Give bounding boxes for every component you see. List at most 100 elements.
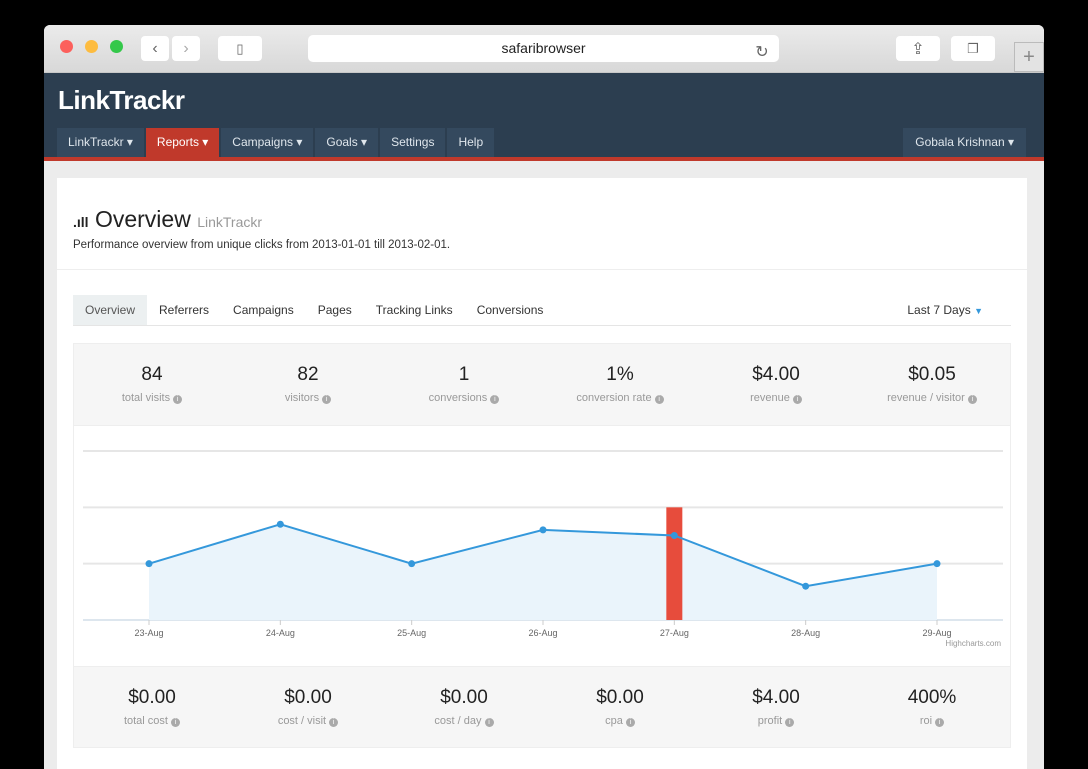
- stat-label: profit i: [698, 715, 854, 727]
- stat-visitors: 82 visitors i: [230, 344, 386, 425]
- point-23-Aug: [145, 560, 153, 568]
- share-icon[interactable]: ⇪: [896, 36, 940, 61]
- stat-value: $0.05: [908, 364, 956, 385]
- stat-value: 400%: [907, 687, 957, 708]
- area-fill: [149, 524, 937, 620]
- stat-revenue-visitor: $0.05 revenue / visitor i: [854, 344, 1010, 425]
- x-tick-label: 29-Aug: [922, 628, 951, 638]
- stat-label-text: cost / day: [434, 715, 482, 727]
- stat-value: 1%: [606, 364, 634, 385]
- stat-label: visitors i: [230, 392, 386, 404]
- stat-label: cpa i: [542, 715, 698, 727]
- nav-item-0[interactable]: LinkTrackr ▾: [57, 128, 144, 157]
- stat-label-text: cpa: [605, 715, 623, 727]
- stat-label: total cost i: [74, 715, 230, 727]
- nav-item-5[interactable]: Help: [447, 128, 495, 157]
- stat-label-text: total visits: [121, 392, 171, 404]
- minimize-icon[interactable]: [85, 40, 98, 53]
- user-menu[interactable]: Gobala Krishnan ▾: [903, 128, 1026, 157]
- report-tabs: Overview Referrers Campaigns Pages Tracking …: [73, 295, 1011, 326]
- stat-label-text: cost / visit: [277, 715, 327, 727]
- stat-revenue: $4.00 revenue i: [698, 344, 854, 425]
- point-24-Aug: [276, 520, 284, 528]
- sidebar-icon[interactable]: ▯: [218, 36, 262, 61]
- nav-item-2[interactable]: Campaigns ▾: [221, 128, 314, 157]
- close-icon[interactable]: [60, 40, 73, 53]
- browser-toolbar: ‹ › ▯ safaribrowser ↻ ⇪ ❐: [44, 25, 1044, 73]
- stat-label-text: roi: [919, 715, 933, 727]
- date-range-dropdown[interactable]: Last 7 Days ▼: [895, 295, 995, 326]
- stat-label: conversions i: [386, 392, 542, 404]
- forward-icon[interactable]: ›: [172, 36, 200, 61]
- stat-value: $0.00: [596, 687, 644, 708]
- stats-bottom: $0.00 total cost i $0.00 cost / visit i $0.0…: [73, 666, 1011, 748]
- tab-overview[interactable]: Overview: [73, 295, 148, 325]
- visits-chart: 23-Aug 24-Aug 25-Aug 26-Aug 27-Aug 28-Aug 29-A…: [73, 426, 1011, 666]
- info-icon[interactable]: i: [792, 395, 802, 404]
- stat-value: $4.00: [752, 687, 800, 708]
- stat-conversions: 1 conversions i: [386, 344, 542, 425]
- stat-profit: $4.00 profit i: [698, 667, 854, 747]
- back-icon[interactable]: ‹: [141, 36, 169, 61]
- stat-value: $4.00: [752, 364, 800, 385]
- overview-card: .ıll Overview LinkTrackr Performance ove…: [57, 178, 1027, 769]
- stat-value: 1: [458, 364, 470, 385]
- stat-label-text: visitors: [284, 392, 320, 404]
- stat-label-text: total cost: [123, 715, 168, 727]
- info-icon[interactable]: i: [173, 395, 183, 404]
- stat-label: roi i: [854, 715, 1010, 727]
- tab-referrers[interactable]: Referrers: [159, 303, 210, 317]
- stats-top: 84 total visits i 82 visitors i 1 conversions…: [73, 343, 1011, 426]
- tab-conversions[interactable]: Conversions: [476, 303, 544, 317]
- app-header: LinkTrackr LinkTrackr ▾ Reports ▾ Campaign…: [44, 73, 1044, 161]
- chart-credit: Highcharts.com: [945, 639, 1001, 648]
- maximize-icon[interactable]: [110, 40, 123, 53]
- address-bar[interactable]: safaribrowser: [308, 35, 779, 62]
- nav-item-4[interactable]: Settings: [380, 128, 446, 157]
- info-icon[interactable]: i: [785, 718, 795, 727]
- signal-icon: .ıll: [73, 214, 89, 230]
- info-icon[interactable]: i: [322, 395, 332, 404]
- info-icon[interactable]: i: [625, 718, 635, 727]
- logo[interactable]: LinkTrackr: [58, 85, 185, 115]
- info-icon[interactable]: i: [171, 718, 181, 727]
- stat-cpa: $0.00 cpa i: [542, 667, 698, 747]
- new-tab-button[interactable]: +: [1014, 42, 1044, 72]
- tabs-icon[interactable]: ❐: [951, 36, 995, 61]
- point-28-Aug: [802, 582, 810, 590]
- info-icon[interactable]: i: [967, 395, 977, 404]
- stat-label-text: conversions: [428, 392, 488, 404]
- page-title-sub: LinkTrackr: [197, 214, 263, 230]
- x-tick-label: 28-Aug: [791, 628, 820, 638]
- stat-label-text: revenue / visitor: [887, 392, 965, 404]
- point-27-Aug: [670, 532, 678, 539]
- nav-item-1[interactable]: Reports ▾: [145, 128, 220, 157]
- info-icon[interactable]: i: [329, 718, 339, 727]
- tab-campaigns[interactable]: Campaigns: [233, 303, 294, 317]
- nav-item-3[interactable]: Goals ▾: [315, 128, 379, 157]
- info-icon[interactable]: i: [484, 718, 494, 727]
- stat-value: 84: [141, 364, 163, 385]
- stat-cost-visit: $0.00 cost / visit i: [230, 667, 386, 747]
- page-title-text: Overview: [94, 206, 191, 232]
- main-nav: LinkTrackr ▾ Reports ▾ Campaigns ▾ Goals ▾ S…: [57, 128, 495, 157]
- caret-down-icon: ▼: [974, 306, 983, 316]
- date-range-label: Last 7 Days: [907, 303, 971, 317]
- tab-pages[interactable]: Pages: [317, 303, 352, 317]
- stat-label-text: conversion rate: [576, 392, 652, 404]
- page-title: .ıll Overview LinkTrackr: [73, 206, 1011, 233]
- reload-icon[interactable]: ↻: [755, 43, 769, 61]
- stat-value: $0.00: [284, 687, 332, 708]
- point-29-Aug: [933, 560, 941, 568]
- tab-tracking-links[interactable]: Tracking Links: [375, 303, 453, 317]
- x-tick-label: 25-Aug: [397, 628, 426, 638]
- stat-label: cost / day i: [386, 715, 542, 727]
- stat-value: 82: [297, 364, 319, 385]
- stat-roi: 400% roi i: [854, 667, 1010, 747]
- bar-27-Aug: [666, 507, 683, 620]
- stat-conversion-rate: 1% conversion rate i: [542, 344, 698, 425]
- info-icon[interactable]: i: [935, 718, 945, 727]
- x-tick-label: 24-Aug: [266, 628, 295, 638]
- info-icon[interactable]: i: [654, 395, 664, 404]
- info-icon[interactable]: i: [490, 395, 500, 404]
